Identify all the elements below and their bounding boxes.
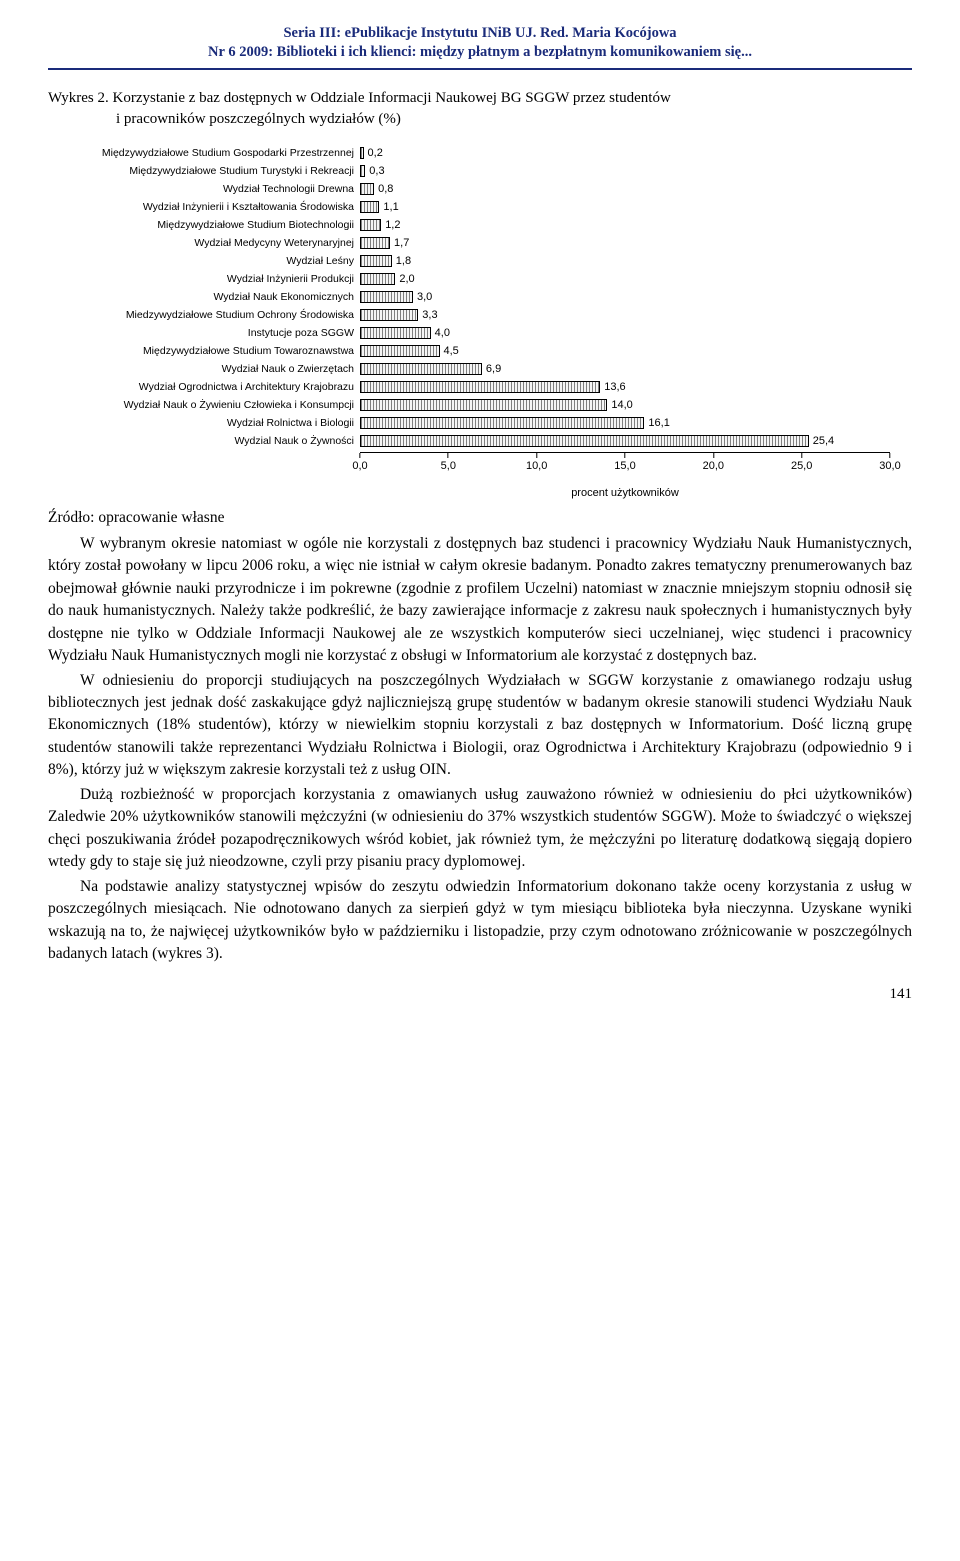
bar-cell: 1,8 xyxy=(360,252,890,270)
category-label: Międzywydziałowe Studium Biotechnologii xyxy=(70,219,360,231)
x-tick: 25,0 xyxy=(791,453,812,472)
bar-value-label: 0,2 xyxy=(368,147,383,159)
bar-cell: 4,0 xyxy=(360,324,890,342)
series-header: Seria III: ePublikacje Instytutu INiB UJ… xyxy=(48,24,912,62)
x-tick: 0,0 xyxy=(352,453,367,472)
bar-value-label: 1,1 xyxy=(383,201,398,213)
category-label: Wydział Nauk Ekonomicznych xyxy=(70,291,360,303)
bar-value-label: 1,7 xyxy=(394,237,409,249)
x-tick-label: 20,0 xyxy=(703,460,724,472)
bar-cell: 0,2 xyxy=(360,144,890,162)
x-tick-label: 15,0 xyxy=(614,460,635,472)
category-label: Instytucje poza SGGW xyxy=(70,327,360,339)
category-label: Wydzial Nauk o Żywności xyxy=(70,435,360,447)
body-text: W wybranym okresie natomiast w ogóle nie… xyxy=(48,533,912,966)
bar xyxy=(360,363,482,375)
category-label: Międzywydziałowe Studium Towaroznawstwa xyxy=(70,345,360,357)
x-axis: 0,05,010,015,020,025,030,0 xyxy=(360,452,890,489)
page-number: 141 xyxy=(48,986,912,1003)
category-label: Wydział Rolnictwa i Biologii xyxy=(70,417,360,429)
category-label: Wydział Nauk o Żywieniu Człowieka i Kons… xyxy=(70,399,360,411)
header-rule xyxy=(48,68,912,70)
source-line: Źródło: opracowanie własne xyxy=(48,509,912,527)
bar-cell: 1,2 xyxy=(360,216,890,234)
bar-chart: Międzywydziałowe Studium Gospodarki Prze… xyxy=(70,144,890,499)
category-label: Wydział Nauk o Zwierzętach xyxy=(70,363,360,375)
bar-value-label: 0,3 xyxy=(369,165,384,177)
bar xyxy=(360,201,379,213)
category-label: Międzywydziałowe Studium Turystyki i Rek… xyxy=(70,165,360,177)
bar xyxy=(360,291,413,303)
bar-value-label: 0,8 xyxy=(378,183,393,195)
bar-value-label: 13,6 xyxy=(604,381,625,393)
bar-value-label: 1,2 xyxy=(385,219,400,231)
bar-cell: 1,1 xyxy=(360,198,890,216)
bar-value-label: 3,3 xyxy=(422,309,437,321)
bar-value-label: 16,1 xyxy=(648,417,669,429)
bar-value-label: 4,5 xyxy=(444,345,459,357)
bar xyxy=(360,381,600,393)
bar-cell: 0,3 xyxy=(360,162,890,180)
bar-cell: 25,4 xyxy=(360,432,890,450)
category-label: Wydział Leśny xyxy=(70,255,360,267)
bar-cell: 3,0 xyxy=(360,288,890,306)
bar xyxy=(360,309,418,321)
x-tick: 15,0 xyxy=(614,453,635,472)
x-tick: 10,0 xyxy=(526,453,547,472)
bar-cell: 2,0 xyxy=(360,270,890,288)
bar-cell: 0,8 xyxy=(360,180,890,198)
bar-value-label: 25,4 xyxy=(813,435,834,447)
category-label: Wydział Medycyny Weterynaryjnej xyxy=(70,237,360,249)
bar-value-label: 14,0 xyxy=(611,399,632,411)
bar xyxy=(360,183,374,195)
bar xyxy=(360,327,431,339)
bar-cell: 4,5 xyxy=(360,342,890,360)
bar-value-label: 3,0 xyxy=(417,291,432,303)
bar-value-label: 1,8 xyxy=(396,255,411,267)
x-tick-label: 10,0 xyxy=(526,460,547,472)
bar xyxy=(360,399,607,411)
figure-title: Wykres 2. Korzystanie z baz dostępnych w… xyxy=(48,88,912,130)
paragraph: W wybranym okresie natomiast w ogóle nie… xyxy=(48,533,912,668)
bar-cell: 6,9 xyxy=(360,360,890,378)
bar-value-label: 4,0 xyxy=(435,327,450,339)
x-tick: 5,0 xyxy=(441,453,456,472)
bar xyxy=(360,255,392,267)
bar-value-label: 2,0 xyxy=(399,273,414,285)
category-label: Miedzywydziałowe Studium Ochrony Środowi… xyxy=(70,309,360,321)
bar-cell: 16,1 xyxy=(360,414,890,432)
x-tick: 30,0 xyxy=(879,453,900,472)
category-label: Międzywydziałowe Studium Gospodarki Prze… xyxy=(70,147,360,159)
figure-title-line2: i pracowników poszczególnych wydziałów (… xyxy=(48,109,401,130)
bar xyxy=(360,417,644,429)
x-tick: 20,0 xyxy=(703,453,724,472)
category-label: Wydział Ogrodnictwa i Architektury Krajo… xyxy=(70,381,360,393)
figure-title-line1: Wykres 2. Korzystanie z baz dostępnych w… xyxy=(48,90,671,106)
x-tick-label: 30,0 xyxy=(879,460,900,472)
category-label: Wydział Inżynierii Produkcji xyxy=(70,273,360,285)
x-tick-label: 0,0 xyxy=(352,460,367,472)
bar-cell: 1,7 xyxy=(360,234,890,252)
category-label: Wydział Technologii Drewna xyxy=(70,183,360,195)
x-tick-label: 5,0 xyxy=(441,460,456,472)
bar xyxy=(360,345,440,357)
category-label: Wydział Inżynierii i Kształtowania Środo… xyxy=(70,201,360,213)
paragraph: Dużą rozbieżność w proporcjach korzystan… xyxy=(48,784,912,874)
paragraph: Na podstawie analizy statystycznej wpisó… xyxy=(48,876,912,966)
bar xyxy=(360,165,365,177)
x-tick-label: 25,0 xyxy=(791,460,812,472)
series-line1: Seria III: ePublikacje Instytutu INiB UJ… xyxy=(48,24,912,43)
bar xyxy=(360,147,364,159)
bar-cell: 13,6 xyxy=(360,378,890,396)
bar xyxy=(360,273,395,285)
bar xyxy=(360,237,390,249)
bar xyxy=(360,435,809,447)
bar-cell: 14,0 xyxy=(360,396,890,414)
bar-value-label: 6,9 xyxy=(486,363,501,375)
bar xyxy=(360,219,381,231)
series-line2: Nr 6 2009: Biblioteki i ich klienci: mię… xyxy=(48,43,912,62)
bar-cell: 3,3 xyxy=(360,306,890,324)
paragraph: W odniesieniu do proporcji studiujących … xyxy=(48,670,912,782)
